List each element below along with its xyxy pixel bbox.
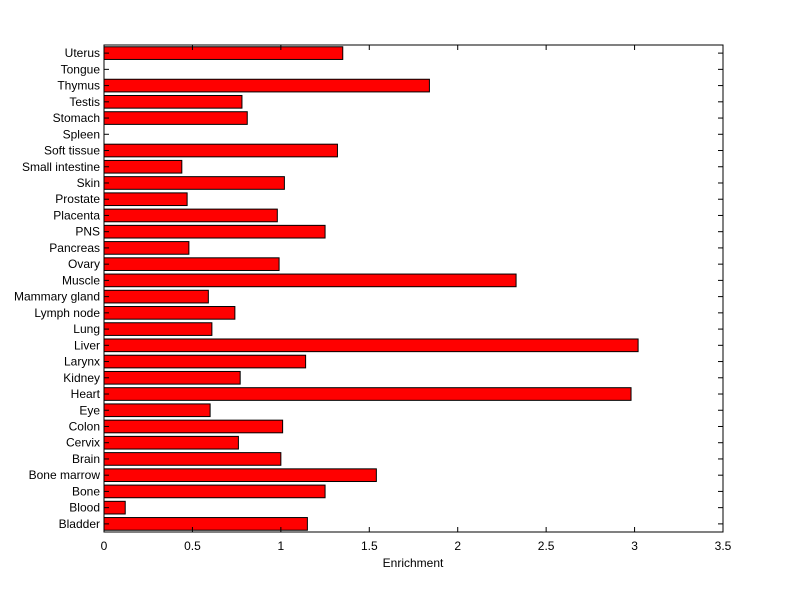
bar-placenta: [103, 208, 278, 223]
y-tick-label: Spleen: [63, 127, 100, 141]
bar-liver: [103, 338, 639, 353]
bar-soft-tissue: [103, 143, 338, 158]
x-tick-label: 1: [278, 539, 285, 553]
bar-pns: [103, 224, 326, 239]
bar-cervix: [103, 435, 239, 450]
y-tick-label: Heart: [71, 387, 101, 401]
y-tick-label: Uterus: [65, 46, 100, 60]
bar-colon: [103, 419, 284, 434]
y-tick-label: Skin: [77, 176, 100, 190]
bar-mammary-gland: [103, 289, 209, 304]
y-tick-label: Tongue: [61, 62, 101, 76]
y-tick-label: Lung: [73, 322, 100, 336]
x-tick-label: 0.5: [184, 539, 201, 553]
y-tick-label: Blood: [69, 501, 100, 515]
bar-bone-marrow: [103, 468, 377, 483]
bar-thymus: [103, 78, 430, 93]
y-tick-label: Muscle: [62, 273, 100, 287]
y-tick-label: Pancreas: [49, 241, 100, 255]
x-tick-label: 1.5: [361, 539, 378, 553]
x-tick-label: 2.5: [538, 539, 555, 553]
y-tick-label: Brain: [72, 452, 100, 466]
bar-testis: [103, 94, 243, 109]
y-tick-label: Bladder: [59, 517, 100, 531]
bar-uterus: [103, 46, 344, 60]
x-tick-label: 3.5: [715, 539, 732, 553]
y-tick-label: Ovary: [68, 257, 100, 271]
bar-bone: [103, 484, 326, 499]
y-tick-label: Bone: [72, 484, 100, 498]
plot-frame: [103, 44, 724, 533]
bar-skin: [103, 176, 285, 190]
x-tick-label: 2: [454, 539, 461, 553]
bar-muscle: [103, 273, 517, 288]
y-tick-label: Larynx: [64, 355, 100, 369]
y-tick-label: PNS: [75, 225, 100, 239]
bar-ovary: [103, 257, 280, 271]
y-tick-label: Prostate: [55, 192, 100, 206]
bar-stomach: [103, 111, 248, 125]
y-tick-label: Lymph node: [34, 306, 100, 320]
plot-area: [104, 45, 723, 532]
bar-lymph-node: [103, 306, 236, 320]
bar-eye: [103, 403, 211, 418]
x-axis-label: Enrichment: [383, 556, 444, 570]
y-tick-label: Mammary gland: [14, 290, 100, 304]
y-tick-label: Testis: [69, 95, 100, 109]
bar-lung: [103, 322, 213, 336]
y-tick-label: Placenta: [53, 208, 100, 222]
y-tick-label: Bone marrow: [29, 468, 101, 482]
x-tick-label: 0: [101, 539, 108, 553]
bar-kidney: [103, 370, 241, 385]
y-tick-label: Liver: [74, 338, 100, 352]
y-tick-label: Soft tissue: [44, 144, 100, 158]
y-tick-label: Cervix: [66, 436, 100, 450]
bar-bladder: [103, 517, 308, 531]
y-tick-label: Kidney: [63, 371, 100, 385]
bar-small-intestine: [103, 159, 183, 174]
bar-brain: [103, 452, 282, 466]
y-axis-ticks: Uterus Tongue Thymus Testis Stomach Spleen Sof…: [14, 46, 723, 531]
x-tick-label: 3: [631, 539, 638, 553]
bar-larynx: [103, 354, 307, 369]
y-tick-label: Thymus: [57, 79, 100, 93]
y-tick-label: Stomach: [53, 111, 100, 125]
bar-pancreas: [103, 241, 190, 255]
y-tick-label: Eye: [79, 403, 100, 417]
y-tick-label: Small intestine: [22, 160, 100, 174]
y-tick-label: Colon: [69, 419, 100, 433]
bar-prostate: [103, 192, 188, 207]
bar-heart: [103, 387, 632, 401]
